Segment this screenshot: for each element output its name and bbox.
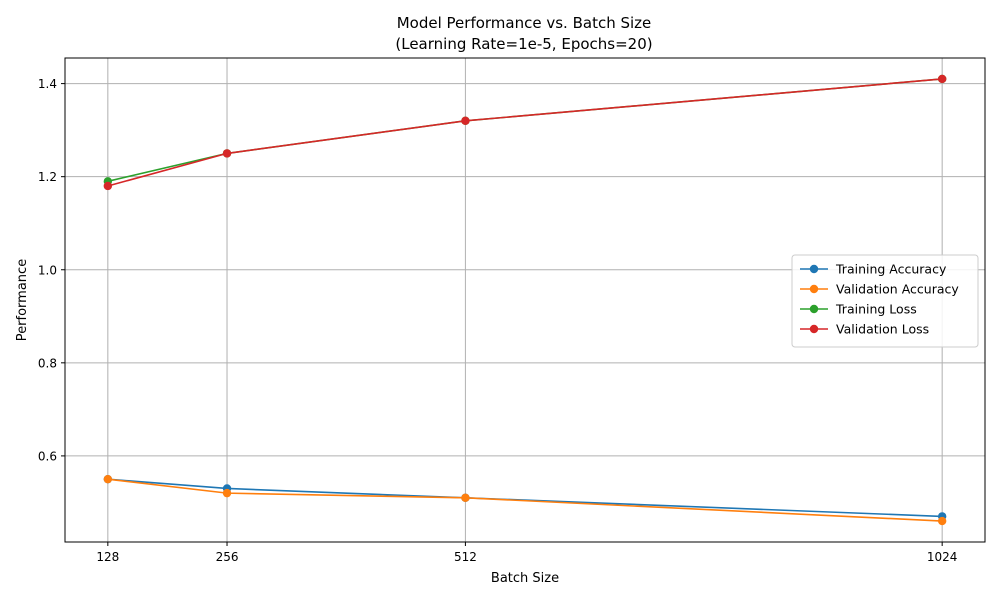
data-point: [103, 474, 113, 484]
y-tick-label: 0.6: [38, 449, 57, 463]
legend-item: Training Loss: [800, 302, 917, 317]
chart-title: Model Performance vs. Batch Size: [397, 14, 652, 32]
data-point: [222, 149, 232, 158]
legend-marker: [809, 284, 819, 294]
series-lines: [103, 74, 947, 526]
x-tick-label: 512: [454, 550, 477, 564]
x-tick-label: 1024: [927, 550, 958, 564]
data-point: [937, 516, 947, 526]
data-point: [222, 488, 232, 498]
x-axis-label: Batch Size: [491, 571, 559, 586]
legend-item: Validation Loss: [800, 322, 929, 337]
legend-marker: [809, 304, 819, 314]
chart-subtitle: (Learning Rate=1e-5, Epochs=20): [395, 35, 652, 53]
y-tick-label: 1.2: [38, 170, 57, 184]
legend-item: Training Accuracy: [800, 262, 947, 277]
series-1: [103, 474, 947, 526]
x-tick-label: 128: [96, 550, 119, 564]
plot-frame: [64, 57, 986, 543]
y-tick-label: 1.0: [38, 263, 57, 277]
legend-label: Validation Loss: [836, 322, 929, 337]
legend-marker: [809, 264, 819, 274]
y-tick-label: 0.8: [38, 356, 57, 370]
legend-label: Training Accuracy: [835, 262, 947, 277]
data-point: [461, 493, 470, 502]
series-line: [107, 478, 943, 518]
legend-item: Validation Accuracy: [800, 282, 959, 297]
series-line: [107, 78, 943, 187]
data-point: [103, 181, 113, 191]
y-axis-label: Performance: [15, 259, 30, 341]
series-3: [103, 74, 947, 191]
legend: Training Accuracy Validation Accuracy Trai…: [791, 254, 979, 348]
series-line: [107, 478, 943, 522]
data-point: [937, 74, 947, 84]
x-tick-label: 256: [216, 550, 239, 564]
legend-marker: [809, 324, 819, 334]
legend-label: Training Loss: [835, 302, 917, 317]
legend-box: [791, 254, 979, 348]
axis-ticks: 128 256 512 1024 0.6 0.8 1.0 1.2 1.4: [38, 77, 958, 564]
legend-label: Validation Accuracy: [836, 282, 959, 297]
y-tick-label: 1.4: [38, 77, 57, 91]
data-point: [461, 116, 470, 126]
